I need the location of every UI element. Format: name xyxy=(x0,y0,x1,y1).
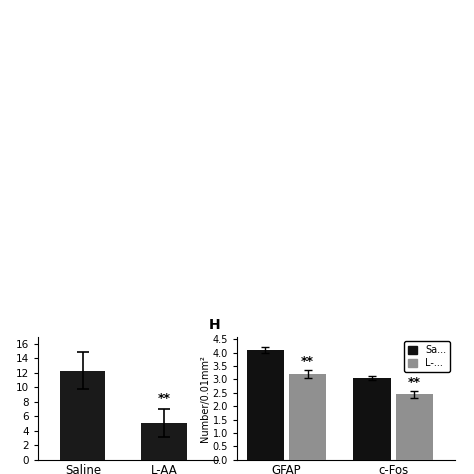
Text: **: ** xyxy=(301,356,314,368)
Bar xyxy=(354,378,391,460)
Bar xyxy=(247,350,284,460)
Bar xyxy=(396,394,433,460)
Bar xyxy=(60,371,106,460)
Text: H: H xyxy=(209,318,220,332)
Text: **: ** xyxy=(157,392,171,405)
Y-axis label: Number/0.01mm²: Number/0.01mm² xyxy=(200,355,210,442)
Text: **: ** xyxy=(408,376,420,389)
Bar xyxy=(289,374,326,460)
Legend: Sa..., L-...: Sa..., L-... xyxy=(404,341,450,372)
Bar xyxy=(141,423,186,460)
